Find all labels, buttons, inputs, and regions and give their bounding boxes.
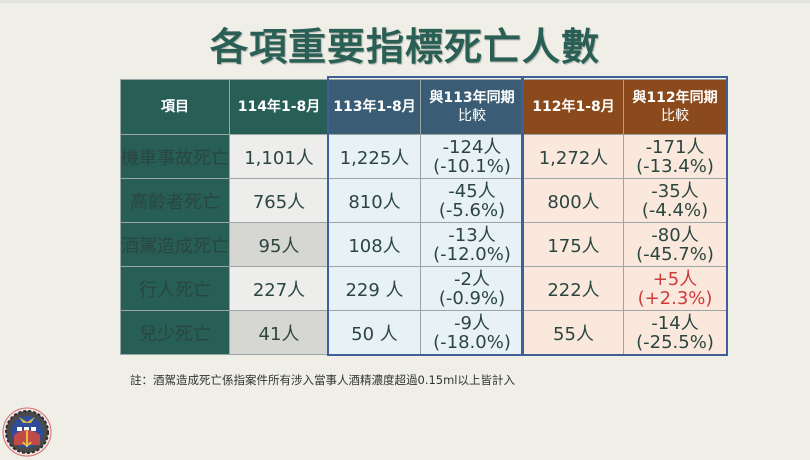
diff-count: -80人 (651, 224, 699, 246)
cell-113: 1,225人 (328, 134, 421, 179)
diff-count: -13人 (448, 224, 496, 246)
header-diff-112-line1: 與112年同期 (632, 90, 718, 106)
cell-114: 1,101人 (229, 134, 329, 179)
diff-count: -45人 (448, 180, 496, 202)
cell-113: 50 人 (328, 310, 421, 355)
header-113: 113年1-8月 (328, 79, 421, 135)
diff-pct: (-10.1%) (433, 155, 511, 177)
diff-pct: (-13.4%) (636, 155, 714, 177)
diff-count: -14人 (651, 312, 699, 334)
diff-count: -9人 (454, 312, 490, 334)
cell-112: 55人 (523, 310, 624, 355)
top-divider (0, 0, 810, 3)
table-row: 機車事故死亡 1,101人 1,225人 -124人 (-10.1%) 1,272… (120, 134, 727, 179)
diff-pct: (-45.7%) (636, 243, 714, 265)
diff-pct: (-5.6%) (438, 199, 506, 221)
cell-112: 175人 (523, 222, 624, 267)
header-diff-113: 與113年同期 比較 (420, 79, 524, 135)
cell-diff-112: -35人 (-4.4%) (623, 178, 727, 223)
diff-pct: (-12.0%) (433, 243, 511, 265)
row-label: 高齡者死亡 (120, 178, 230, 223)
cell-diff-113: -124人 (-10.1%) (420, 134, 524, 179)
cell-diff-112: +5人 (+2.3%) (623, 266, 727, 311)
cell-114: 95人 (229, 222, 329, 267)
cell-114: 41人 (229, 310, 329, 355)
header-112: 112年1-8月 (523, 79, 624, 135)
cell-diff-112: -171人 (-13.4%) (623, 134, 727, 179)
diff-pct: (-25.5%) (636, 331, 714, 353)
row-label: 酒駕造成死亡 (120, 222, 230, 267)
police-emblem-icon (2, 407, 52, 457)
header-diff-113-line2: 比較 (458, 108, 486, 124)
diff-pct: (-18.0%) (433, 331, 511, 353)
cell-diff-112: -14人 (-25.5%) (623, 310, 727, 355)
table-row: 酒駕造成死亡 95人 108人 -13人 (-12.0%) 175人 -80人 (-… (120, 222, 727, 267)
row-label: 行人死亡 (120, 266, 230, 311)
row-label: 機車事故死亡 (120, 134, 230, 179)
diff-pct: (-0.9%) (438, 287, 506, 309)
cell-112: 1,272人 (523, 134, 624, 179)
cell-diff-112: -80人 (-45.7%) (623, 222, 727, 267)
diff-pct: (-4.4%) (641, 199, 709, 221)
cell-114: 227人 (229, 266, 329, 311)
header-114: 114年1-8月 (229, 79, 329, 135)
cell-diff-113: -13人 (-12.0%) (420, 222, 524, 267)
cell-114: 765人 (229, 178, 329, 223)
diff-count: -124人 (442, 136, 502, 158)
cell-diff-113: -2人 (-0.9%) (420, 266, 524, 311)
header-item: 項目 (120, 79, 230, 135)
table-row: 兒少死亡 41人 50 人 -9人 (-18.0%) 55人 -14人 (-25.5… (120, 310, 727, 355)
table-row: 行人死亡 227人 229 人 -2人 (-0.9%) 222人 +5人 (+2.3… (120, 266, 727, 311)
diff-count: -2人 (454, 268, 490, 290)
cell-113: 810人 (328, 178, 421, 223)
diff-count: -171人 (645, 136, 705, 158)
cell-diff-113: -45人 (-5.6%) (420, 178, 524, 223)
cell-diff-113: -9人 (-18.0%) (420, 310, 524, 355)
header-diff-113-line1: 與113年同期 (429, 90, 515, 106)
header-diff-112: 與112年同期 比較 (623, 79, 727, 135)
table-header-row: 項目 114年1-8月 113年1-8月 與113年同期 比較 112年1-8月… (120, 79, 727, 135)
cell-113: 108人 (328, 222, 421, 267)
table-row: 高齡者死亡 765人 810人 -45人 (-5.6%) 800人 -35人 (-4… (120, 178, 727, 223)
diff-count: +5人 (652, 268, 698, 290)
header-diff-112-line2: 比較 (661, 108, 689, 124)
cell-112: 222人 (523, 266, 624, 311)
cell-112: 800人 (523, 178, 624, 223)
footnote: 註：酒駕造成死亡係指案件所有涉入當事人酒精濃度超過0.15ml以上皆計入 (130, 373, 515, 387)
diff-pct: (+2.3%) (637, 287, 713, 309)
diff-count: -35人 (651, 180, 699, 202)
statistics-table: 項目 114年1-8月 113年1-8月 與113年同期 比較 112年1-8月… (120, 79, 727, 355)
row-label: 兒少死亡 (120, 310, 230, 355)
page-title: 各項重要指標死亡人數 (209, 25, 600, 69)
cell-113: 229 人 (328, 266, 421, 311)
